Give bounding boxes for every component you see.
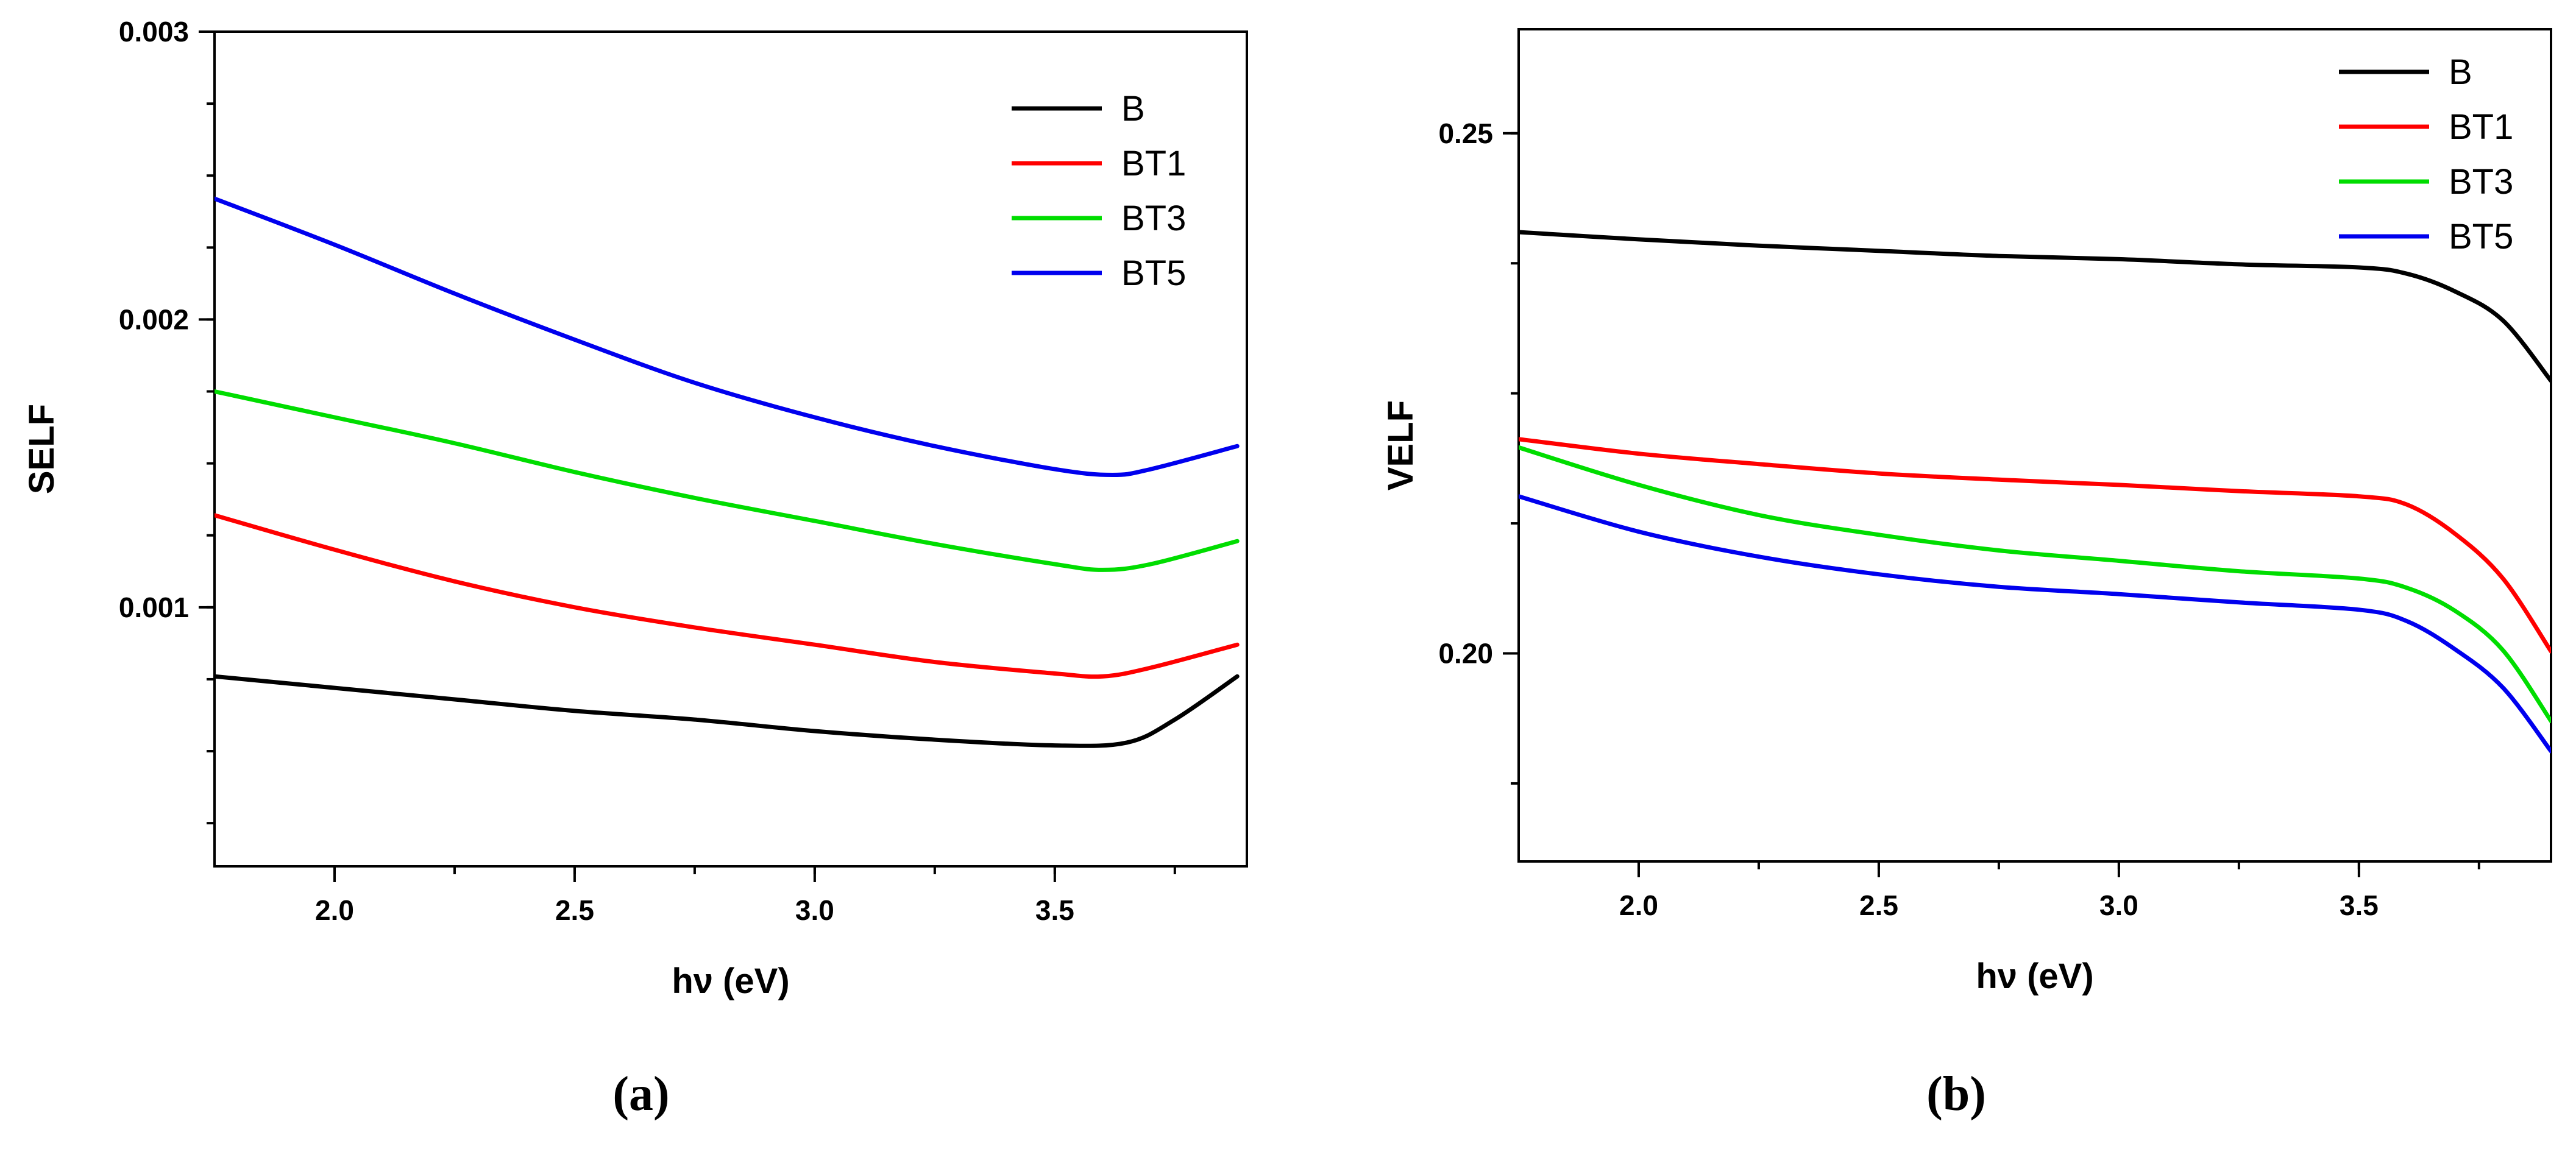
chart-a: 2.0 2.5 3.0 3.5 0.001 0.002 0.003 B BT1 BT3 BT5 hν … xyxy=(22,16,1248,1121)
series-line-bt1 xyxy=(1519,437,2551,654)
series-line-bt5 xyxy=(215,196,1240,477)
series-line-b xyxy=(215,674,1240,748)
x-tick-label: 2.0 xyxy=(315,894,354,926)
series-line-b xyxy=(1519,230,2551,383)
series-line-bt5 xyxy=(1519,494,2551,754)
plot-frame xyxy=(1517,28,2552,863)
y-tick-label: 0.20 xyxy=(1438,638,1493,670)
legend-label-bt1: BT1 xyxy=(2449,107,2513,147)
chart-b: 2.0 2.5 3.0 3.5 0.20 0.25 B BT1 BT3 BT5 hν (eV) VEL… xyxy=(1381,28,2552,1121)
x-tick-label: 3.0 xyxy=(2099,889,2138,921)
figure-caption: (a) xyxy=(612,1067,669,1121)
x-tick-label: 2.5 xyxy=(555,894,594,926)
x-axis-label: hν (eV) xyxy=(1976,956,2093,996)
x-axis-label: hν (eV) xyxy=(672,961,789,1001)
legend-label-bt5: BT5 xyxy=(2449,217,2513,256)
legend-label-bt1: BT1 xyxy=(1121,144,1186,183)
y-tick-label: 0.25 xyxy=(1438,118,1493,149)
figure-caption: (b) xyxy=(1926,1067,1986,1121)
y-axis-label: SELF xyxy=(22,404,62,494)
x-tick-label: 3.0 xyxy=(795,894,834,926)
x-tick-label: 3.5 xyxy=(2340,889,2379,921)
x-tick-label: 2.5 xyxy=(1859,889,1898,921)
series-line-bt3 xyxy=(215,389,1240,572)
y-tick-label: 0.002 xyxy=(119,303,189,335)
x-tick-label: 2.0 xyxy=(1619,889,1658,921)
x-tick-label: 3.5 xyxy=(1035,894,1074,926)
series-line-bt1 xyxy=(215,513,1240,679)
legend-label-bt3: BT3 xyxy=(1121,199,1186,238)
legend-label-bt3: BT3 xyxy=(2449,162,2513,202)
legend-label-bt5: BT5 xyxy=(1121,253,1186,293)
legend-label-b: B xyxy=(2449,52,2472,92)
y-axis-label: VELF xyxy=(1381,400,1421,490)
series-line-bt3 xyxy=(1519,445,2551,723)
y-tick-label: 0.001 xyxy=(119,592,189,623)
legend-label-b: B xyxy=(1121,89,1145,129)
plot-frame xyxy=(213,30,1248,868)
y-tick-label: 0.003 xyxy=(119,16,189,48)
